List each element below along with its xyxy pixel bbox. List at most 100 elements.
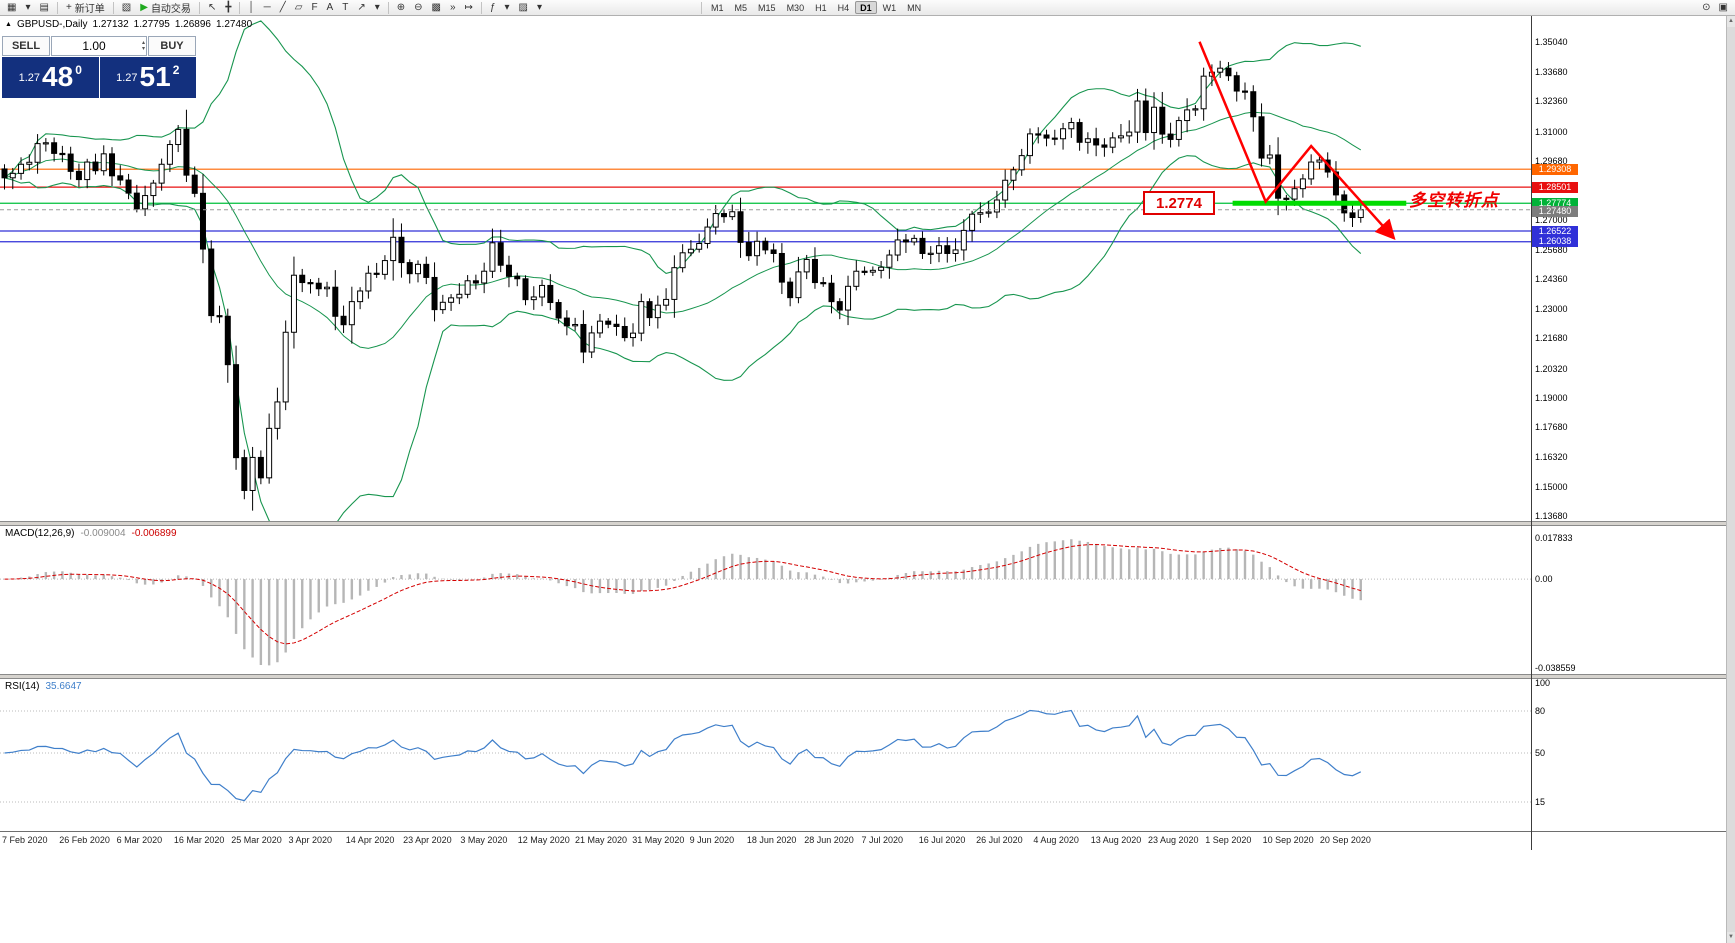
axis-divider bbox=[1531, 16, 1532, 850]
macd-label: MACD(12,26,9) bbox=[5, 528, 75, 539]
shapes-dropdown-icon: ▾ bbox=[374, 1, 380, 13]
timeframe-m15[interactable]: M15 bbox=[753, 1, 781, 14]
toolbar-right: ⊙ ▣ bbox=[1698, 1, 1732, 15]
scroll-down-icon[interactable]: ▼ bbox=[1727, 932, 1735, 943]
timeframe-d1[interactable]: D1 bbox=[855, 1, 877, 14]
macd-value: -0.009004 bbox=[80, 528, 126, 539]
timeframe-m30[interactable]: M30 bbox=[782, 1, 810, 14]
lot-size-field[interactable]: ▴ ▾ bbox=[51, 36, 147, 56]
timeframe-h1[interactable]: H1 bbox=[810, 1, 832, 14]
autotrade-icon: ▶ bbox=[140, 1, 148, 13]
chart-ohlc-info: ▲ GBPUSD-,Daily 1.27132 1.27795 1.26896 … bbox=[5, 19, 252, 30]
symbol-period-label: GBPUSD-,Daily bbox=[16, 19, 88, 30]
buy-button[interactable]: BUY bbox=[148, 36, 196, 56]
new-order-button[interactable]: + 新订单 bbox=[62, 1, 109, 15]
new-order-button-label: 新订单 bbox=[74, 4, 105, 15]
metaeditor-icon[interactable]: ▧ bbox=[118, 1, 135, 15]
vertical-line-icon[interactable]: │ bbox=[244, 1, 258, 15]
new-order-icon: + bbox=[65, 1, 72, 13]
chart-shift-icon[interactable]: ↦ bbox=[461, 1, 477, 15]
indicators-dropdown-icon[interactable]: ▾ bbox=[501, 1, 514, 15]
lot-spinner[interactable]: ▴ ▾ bbox=[142, 37, 145, 55]
buy-price-prefix: 1.27 bbox=[116, 72, 138, 84]
scroll-up-icon[interactable]: ▲ bbox=[1727, 16, 1735, 27]
price-annotation-box[interactable]: 1.2774 bbox=[1143, 191, 1215, 215]
autotrade-button[interactable]: ▶ 自动交易 bbox=[136, 1, 195, 15]
turning-point-annotation[interactable]: 多空转折点 bbox=[1409, 191, 1499, 210]
macd-caption: MACD(12,26,9) -0.009004 -0.006899 bbox=[5, 528, 177, 539]
buy-price-pips: 51 bbox=[139, 61, 171, 92]
horizontal-line-icon: ─ bbox=[263, 1, 271, 13]
indicators-icon[interactable]: ƒ bbox=[486, 1, 500, 15]
lot-size-input[interactable] bbox=[52, 37, 146, 55]
price-panel[interactable] bbox=[0, 16, 1726, 521]
indicators-icon: ƒ bbox=[489, 1, 496, 13]
text-icon[interactable]: A bbox=[323, 1, 338, 15]
buy-price[interactable]: 1.27 51 2 bbox=[99, 57, 196, 98]
main-toolbar: ▦ ▾ ▤ + 新订单 ▧ ▶ 自动交易 ↖ ╋ │ ─ ╱ ▱ F A T ↗ ▾ ⊕ ⊖ ▩ » ↦ ƒ ▾ ▨ ▾ M1 M5 M15… bbox=[0, 0, 1735, 16]
timeframe-m1[interactable]: M1 bbox=[706, 1, 729, 14]
fibonacci-icon[interactable]: F bbox=[307, 1, 321, 15]
zoom-in-icon[interactable]: ⊕ bbox=[393, 1, 409, 15]
autoscroll-icon[interactable]: » bbox=[446, 1, 460, 15]
sell-button[interactable]: SELL bbox=[2, 36, 50, 56]
crosshair-icon[interactable]: ╋ bbox=[221, 1, 235, 15]
timeframe-m5[interactable]: M5 bbox=[730, 1, 753, 14]
templates-dropdown-icon[interactable]: ▾ bbox=[533, 1, 546, 15]
chart-dropdown-icon[interactable]: ▾ bbox=[21, 1, 34, 15]
indicators-dropdown-icon: ▾ bbox=[504, 1, 510, 13]
templates-icon[interactable]: ▨ bbox=[515, 1, 532, 15]
panel-separator[interactable] bbox=[0, 521, 1726, 526]
rsi-caption: RSI(14) 35.6647 bbox=[5, 681, 82, 692]
sell-price-pips: 48 bbox=[42, 61, 74, 92]
sell-price-prefix: 1.27 bbox=[18, 72, 41, 84]
sell-price-point: 0 bbox=[75, 63, 82, 77]
ohlc-close: 1.27480 bbox=[215, 19, 253, 30]
timeframe-w1[interactable]: W1 bbox=[878, 1, 902, 14]
profiles-icon: ▤ bbox=[39, 1, 49, 13]
rsi-value: 35.6647 bbox=[45, 681, 82, 692]
channel-icon[interactable]: ▱ bbox=[291, 1, 307, 15]
time-axis[interactable] bbox=[0, 831, 1726, 850]
zoom-out-icon[interactable]: ⊖ bbox=[410, 1, 426, 15]
trendline-icon: ╱ bbox=[279, 1, 286, 13]
new-chart-icon[interactable]: ▦ bbox=[3, 1, 20, 15]
macd-panel[interactable] bbox=[0, 526, 1726, 674]
panel-separator[interactable] bbox=[0, 674, 1726, 679]
search-icon[interactable]: ⊙ bbox=[1698, 1, 1714, 15]
timeframe-mn[interactable]: MN bbox=[902, 1, 926, 14]
arrows-icon: ↗ bbox=[357, 1, 366, 13]
symbol-marker-icon: ▲ bbox=[5, 21, 12, 28]
macd-signal-value: -0.006899 bbox=[131, 528, 177, 539]
ohlc-open: 1.27132 bbox=[92, 19, 129, 30]
templates-icon: ▨ bbox=[518, 1, 528, 13]
cursor-icon[interactable]: ↖ bbox=[204, 1, 220, 15]
horizontal-line-icon[interactable]: ─ bbox=[260, 1, 275, 15]
one-click-trading-panel: SELL ▴ ▾ BUY 1.27 48 0 1.27 51 2 bbox=[2, 36, 196, 98]
crosshair-icon: ╋ bbox=[225, 1, 232, 13]
vertical-scrollbar[interactable]: ▲ ▼ bbox=[1726, 16, 1735, 943]
trendline-icon[interactable]: ╱ bbox=[276, 1, 290, 15]
rsi-panel[interactable] bbox=[0, 679, 1726, 831]
vertical-line-icon: │ bbox=[248, 1, 255, 13]
toolbar-separator bbox=[112, 1, 114, 14]
new-chart-icon: ▦ bbox=[7, 1, 17, 13]
zoom-in-icon: ⊕ bbox=[396, 1, 406, 13]
text-icon: A bbox=[326, 1, 334, 13]
label-icon: T bbox=[342, 1, 349, 13]
chart-dropdown-icon: ▾ bbox=[25, 1, 31, 13]
arrows-icon[interactable]: ↗ bbox=[353, 1, 369, 15]
lot-increase-icon[interactable]: ▴ bbox=[141, 40, 145, 46]
label-icon[interactable]: T bbox=[338, 1, 352, 15]
grid-icon[interactable]: ▩ bbox=[428, 1, 445, 15]
rsi-layer bbox=[0, 709, 1531, 803]
timeframe-h4[interactable]: H4 bbox=[833, 1, 855, 14]
layout-icon[interactable]: ▣ bbox=[1715, 1, 1732, 15]
profiles-icon[interactable]: ▤ bbox=[35, 1, 52, 15]
shapes-dropdown-icon[interactable]: ▾ bbox=[371, 1, 384, 15]
sell-price[interactable]: 1.27 48 0 bbox=[2, 57, 99, 98]
scrollbar-thumb[interactable] bbox=[1727, 27, 1735, 932]
lot-decrease-icon[interactable]: ▾ bbox=[141, 46, 145, 52]
